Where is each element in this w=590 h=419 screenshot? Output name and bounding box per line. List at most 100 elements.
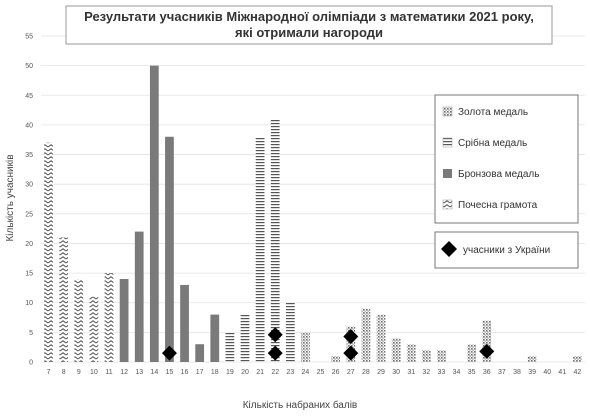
y-tick-label: 25 — [25, 211, 33, 218]
y-axis-ticks: 0 5 10 15 20 25 30 35 40 45 50 55 — [25, 34, 33, 367]
x-tick-label: 21 — [256, 369, 264, 376]
x-tick-label: 9 — [77, 369, 81, 376]
bar-series3-x11 — [104, 273, 114, 362]
x-tick-label: 30 — [392, 369, 400, 376]
bar-series1-x23 — [285, 302, 295, 362]
legend-swatch-gold — [442, 106, 453, 117]
x-tick-label: 29 — [377, 369, 385, 376]
chart-title-line1: Результати учасників Міжнародної олімпіа… — [84, 9, 534, 24]
bar-series0-x26 — [331, 356, 341, 362]
x-tick-label: 41 — [558, 369, 566, 376]
y-tick-label: 15 — [25, 271, 33, 278]
x-tick-label: 26 — [332, 369, 340, 376]
x-tick-label: 7 — [47, 369, 51, 376]
chart-title-line2: які отримали нагороди — [235, 25, 383, 40]
y-tick-label: 35 — [25, 152, 33, 159]
bar-series1-x22 — [270, 118, 280, 363]
legend-box-ukraine — [434, 231, 579, 269]
bar-series0-x33 — [437, 350, 446, 362]
x-tick-label: 15 — [166, 369, 174, 376]
bar-series0-x31 — [406, 344, 416, 362]
bar-series2-x16 — [180, 284, 189, 362]
x-tick-label: 27 — [347, 369, 355, 376]
bar-series0-x32 — [421, 350, 431, 362]
legend-label-gold: Золота медаль — [458, 107, 528, 118]
x-tick-label: 19 — [226, 369, 234, 376]
legend-box — [434, 94, 579, 224]
bars — [44, 65, 582, 363]
x-tick-label: 13 — [135, 369, 143, 376]
bar-series3-x8 — [59, 237, 69, 362]
bar-series1-x20 — [240, 314, 250, 362]
x-tick-label: 24 — [302, 369, 310, 376]
bar-series2-x14 — [149, 65, 159, 363]
ukraine-markers — [161, 327, 495, 361]
ukraine-marker-2 — [267, 327, 283, 343]
bar-series3-x10 — [89, 296, 99, 362]
legend-swatch-ukraine — [441, 241, 457, 257]
bar-series2-x13 — [134, 231, 144, 362]
y-tick-label: 10 — [25, 300, 33, 307]
bar-series0-x42 — [573, 356, 582, 362]
x-tick-label: 20 — [241, 369, 249, 376]
x-tick-label: 39 — [528, 369, 536, 376]
x-tick-label: 16 — [181, 369, 189, 376]
x-tick-label: 23 — [286, 369, 294, 376]
x-tick-label: 25 — [317, 369, 325, 376]
bar-series2-x18 — [210, 314, 220, 362]
legend-label-ukraine: учасники з України — [463, 245, 550, 256]
legend-swatch-honorable — [442, 199, 453, 210]
bar-series2-x17 — [195, 344, 205, 362]
x-tick-label: 33 — [438, 369, 446, 376]
x-tick-label: 17 — [196, 369, 204, 376]
y-tick-label: 30 — [25, 182, 33, 189]
y-tick-label: 45 — [25, 93, 33, 100]
y-tick-label: 5 — [29, 330, 33, 337]
bar-series0-x39 — [527, 356, 537, 362]
x-tick-label: 40 — [543, 369, 551, 376]
x-axis-ticks: 7 8 9 10 11 12 13 14 15 16 17 18 19 20 21 22 23 24 25 26 27 2… — [47, 369, 582, 376]
bar-series0-x30 — [391, 338, 401, 362]
bar-series3-x9 — [74, 279, 84, 362]
x-tick-label: 38 — [513, 369, 521, 376]
y-axis-label: Кількість учасників — [5, 154, 16, 241]
ukraine-marker-3 — [343, 345, 359, 361]
x-tick-label: 36 — [483, 369, 491, 376]
ukraine-marker-4 — [343, 329, 359, 345]
x-tick-label: 35 — [468, 369, 476, 376]
bar-series0-x27 — [346, 326, 356, 362]
ukraine-marker-1 — [267, 345, 283, 361]
legend-label-silver: Срібна медаль — [458, 137, 527, 149]
x-tick-label: 10 — [90, 369, 98, 376]
x-tick-label: 8 — [62, 369, 66, 376]
x-axis-label: Кількість набраних балів — [243, 399, 358, 411]
ukraine-marker-0 — [161, 345, 177, 361]
x-tick-label: 11 — [105, 369, 112, 376]
bar-series0-x24 — [301, 332, 310, 362]
bar-series3-x7 — [44, 142, 53, 362]
x-tick-label: 28 — [362, 369, 370, 376]
x-tick-label: 22 — [271, 369, 279, 376]
legend-ukraine: учасники з України — [434, 231, 579, 269]
bar-series1-x19 — [225, 332, 235, 362]
y-tick-label: 0 — [29, 360, 33, 367]
bar-series2-x15 — [165, 136, 174, 362]
bar-series0-x28 — [361, 308, 371, 362]
ukraine-marker-5 — [479, 343, 495, 359]
x-tick-label: 42 — [574, 369, 582, 376]
bar-series1-x21 — [255, 136, 265, 362]
bar-series2-x12 — [119, 279, 129, 362]
legend-medals: Золота медаль Срібна медаль Бронзова мед… — [434, 94, 579, 224]
legend-swatch-silver — [442, 137, 453, 148]
bar-series0-x35 — [467, 344, 477, 362]
x-tick-label: 14 — [150, 369, 158, 376]
x-tick-label: 31 — [407, 369, 415, 376]
bar-series0-x36 — [482, 320, 492, 362]
y-tick-label: 40 — [25, 122, 33, 129]
x-tick-label: 18 — [211, 369, 219, 376]
title-box — [65, 5, 553, 45]
y-tick-label: 50 — [25, 63, 33, 70]
y-tick-label: 55 — [25, 34, 33, 41]
